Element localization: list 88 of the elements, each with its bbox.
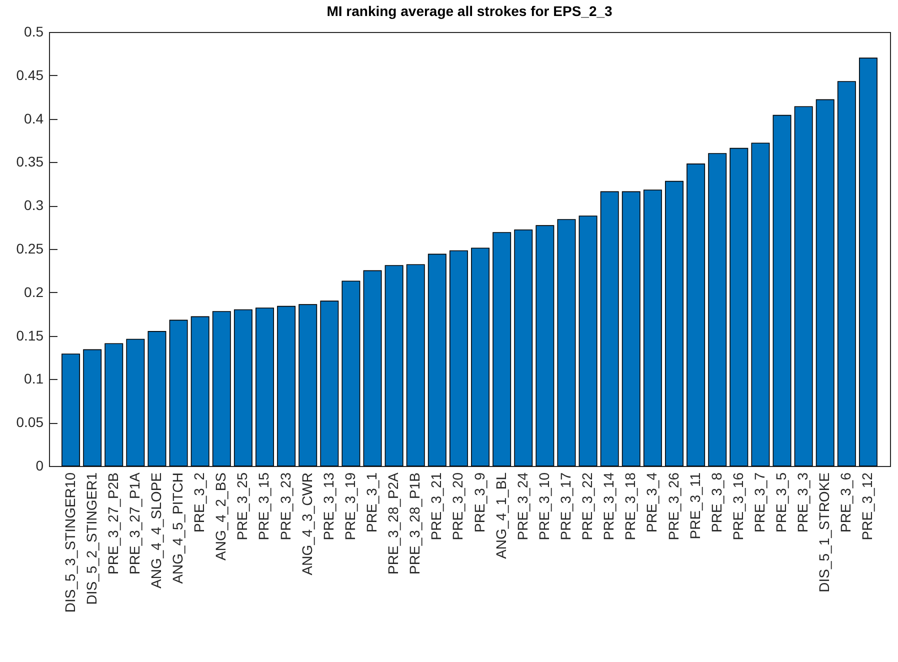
x-tick-label: PRE_3_26 [665, 472, 682, 540]
bar [492, 232, 512, 466]
x-tick-label: PRE_3_3 [794, 472, 811, 532]
x-tick-label: PRE_3_9 [471, 472, 488, 532]
y-tick-label: 0.2 [24, 284, 44, 300]
x-tick-label: PRE_3_21 [428, 472, 444, 540]
bar [643, 190, 662, 466]
x-tick-label: PRE_3_17 [557, 472, 574, 540]
x-tick-label: ANG_4_2_BS [212, 472, 229, 560]
x-tick-label: PRE_3_6 [838, 472, 854, 532]
bar [622, 191, 640, 466]
x-tick-label: PRE_3_1 [364, 472, 380, 532]
bar [190, 316, 210, 466]
y-tick-label: 0 [36, 458, 44, 474]
y-tick-label: 0.4 [24, 110, 44, 126]
bar [104, 343, 124, 466]
x-tick-label: PRE_3_28_P1B [406, 472, 423, 574]
x-tick-label: PRE_3_19 [342, 472, 358, 540]
bar [363, 270, 382, 466]
bar [772, 114, 792, 466]
bar [858, 58, 878, 466]
bar [256, 308, 274, 466]
bar [730, 148, 748, 466]
y-tick-label: 0.1 [24, 370, 44, 387]
x-tick-label: PRE_3_22 [579, 472, 596, 540]
x-tick-label: PRE_3_12 [859, 472, 876, 540]
x-tick-label: ANG_4_1_BL [492, 472, 509, 559]
x-tick-label: PRE_3_23 [277, 472, 294, 540]
bar [665, 180, 684, 466]
y-tick-label: 0.05 [16, 414, 44, 430]
x-tick-label: PRE_3_4 [644, 472, 660, 532]
x-tick-label: PRE_3_27_P2B [104, 472, 121, 574]
y-tick-label: 0.45 [16, 66, 44, 83]
x-tick-label: PRE_3_5 [773, 472, 790, 532]
x-tick-label: DIS_5_3_STINGER10 [62, 472, 78, 613]
bar [600, 191, 619, 466]
bar [298, 304, 318, 466]
bar [320, 300, 339, 466]
x-tick-label: ANG_4_3_CWR [298, 472, 315, 576]
x-tick-label: DIS_5_2_STINGER1 [83, 472, 100, 605]
y-tick-label: 0.3 [24, 197, 44, 214]
bar [578, 216, 598, 466]
bar [536, 225, 554, 466]
bar [686, 164, 706, 466]
bar [514, 230, 533, 466]
chart-title: MI ranking average all strokes for EPS_2_3 [326, 3, 613, 19]
bar [751, 142, 770, 466]
x-tick-label: PRE_3_27_P1A [126, 472, 142, 574]
bar [212, 311, 231, 466]
x-tick-label: PRE_3_25 [234, 472, 250, 540]
bar [837, 81, 856, 466]
y-tick-label: 0.5 [24, 24, 44, 40]
bar [384, 265, 404, 466]
bar [449, 250, 468, 466]
bar [406, 264, 425, 466]
bar [471, 248, 490, 466]
y-tick-label: 0.35 [16, 154, 44, 170]
bar [816, 99, 834, 466]
bar [557, 219, 576, 466]
x-tick-label: PRE_3_18 [622, 472, 638, 540]
bar [708, 153, 727, 466]
bar [62, 354, 80, 466]
x-tick-label: PRE_3_8 [708, 472, 724, 532]
x-tick-label: PRE_3_11 [686, 472, 703, 540]
x-tick-label: ANG_4_5_PITCH [170, 472, 186, 584]
bar [83, 349, 102, 466]
x-tick-label: PRE_3_13 [320, 472, 336, 540]
bar [277, 306, 296, 466]
x-tick-label: PRE_3_28_P2A [385, 472, 402, 574]
x-tick-label: PRE_3_16 [730, 472, 746, 540]
x-tick-label: PRE_3_14 [600, 472, 617, 540]
bar [148, 331, 166, 466]
bar [234, 309, 252, 466]
x-tick-label: PRE_3_20 [450, 472, 466, 540]
bar [126, 338, 145, 466]
x-tick-label: PRE_3_15 [256, 472, 272, 540]
x-tick-label: ANG_4_4_SLOPE [148, 472, 164, 588]
bar [794, 106, 813, 466]
x-tick-label: DIS_5_1_STROKE [816, 472, 832, 592]
y-tick-label: 0.25 [16, 240, 44, 256]
x-tick-label: PRE_3_7 [751, 472, 768, 532]
y-tick-label: 0.15 [16, 327, 44, 344]
x-tick-label: PRE_3_2 [191, 472, 208, 532]
x-tick-label: PRE_3_24 [514, 472, 530, 540]
bar [428, 254, 446, 466]
x-tick-label: PRE_3_10 [536, 472, 552, 540]
bar [342, 280, 360, 466]
bar [169, 320, 188, 466]
